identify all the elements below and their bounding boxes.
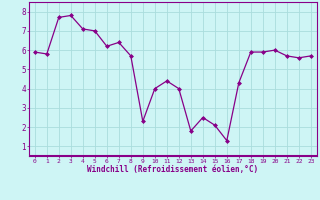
- X-axis label: Windchill (Refroidissement éolien,°C): Windchill (Refroidissement éolien,°C): [87, 165, 258, 174]
